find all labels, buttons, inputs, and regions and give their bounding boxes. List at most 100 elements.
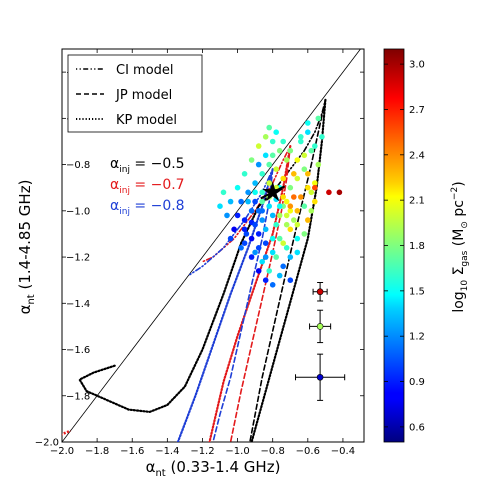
data-point bbox=[283, 245, 290, 251]
data-point bbox=[280, 263, 287, 270]
data-point bbox=[298, 138, 304, 145]
x-axis-ticks: −2.0 −1.8 −1.6 −1.4 −1.2 −1.0 −0.8 −0.6 −0.4 bbox=[50, 49, 355, 457]
x-tick-label: −0.6 bbox=[296, 446, 320, 457]
data-point bbox=[291, 171, 297, 177]
error-bar-point bbox=[316, 323, 324, 330]
data-point bbox=[315, 115, 322, 122]
y-tick-label: −1.8 bbox=[66, 391, 90, 402]
data-point bbox=[301, 203, 308, 209]
x-tick-label: −2.0 bbox=[50, 446, 74, 457]
data-point bbox=[273, 166, 280, 172]
colorbar-label: log10 Σgas (M⊙ pc−2) bbox=[450, 181, 470, 312]
data-point bbox=[259, 258, 266, 265]
x-tick-label: −1.8 bbox=[85, 446, 109, 457]
error-bar-point bbox=[316, 288, 324, 296]
model-track-kp-8 bbox=[176, 168, 274, 442]
colorbar-tick-label: 0.6 bbox=[409, 422, 425, 433]
data-point bbox=[259, 198, 266, 205]
data-point bbox=[308, 189, 315, 196]
legend: CI model JP model KP model bbox=[67, 54, 203, 133]
legend-entry-label: JP model bbox=[115, 88, 172, 103]
data-point bbox=[312, 143, 318, 149]
colorbar-tick-label: 0.9 bbox=[409, 377, 425, 388]
colorbar-tick-label: 3.0 bbox=[409, 60, 425, 71]
data-point bbox=[273, 221, 280, 228]
star-marker-stroke bbox=[260, 185, 286, 200]
data-point bbox=[287, 203, 294, 209]
data-point bbox=[262, 152, 269, 159]
data-point bbox=[315, 161, 322, 168]
data-point bbox=[269, 138, 276, 145]
model-track-jp-1 bbox=[249, 99, 327, 442]
legend-box bbox=[67, 54, 203, 133]
injection-label: αinj = −0.7 bbox=[110, 177, 185, 196]
model-track-loop-9 bbox=[78, 191, 274, 414]
y-axis-label: αnt (1.4-4.85 GHz) bbox=[16, 180, 37, 315]
data-point bbox=[287, 208, 294, 214]
data-point bbox=[280, 138, 287, 145]
data-point bbox=[241, 240, 248, 246]
model-track-jp-7 bbox=[212, 168, 274, 442]
data-point bbox=[259, 208, 266, 214]
data-point bbox=[287, 184, 294, 191]
data-point bbox=[276, 147, 283, 154]
error-bars bbox=[295, 281, 346, 401]
data-point bbox=[312, 180, 318, 186]
data-point bbox=[252, 189, 258, 196]
data-point bbox=[241, 171, 248, 177]
data-point bbox=[262, 134, 269, 140]
data-point bbox=[238, 198, 244, 205]
star-marker bbox=[260, 181, 286, 202]
data-point bbox=[262, 254, 269, 260]
colorbar-tick-label: 1.5 bbox=[409, 286, 425, 297]
data-point bbox=[259, 217, 266, 223]
data-point bbox=[252, 221, 258, 228]
legend-entry-label: KP model bbox=[116, 113, 177, 128]
data-point bbox=[312, 184, 318, 191]
data-point bbox=[255, 161, 262, 168]
data-point bbox=[262, 240, 269, 246]
data-point bbox=[301, 231, 308, 237]
model-track-ci-6 bbox=[187, 168, 274, 277]
x-tick-label: −0.4 bbox=[331, 446, 355, 457]
data-point bbox=[280, 240, 287, 246]
data-point bbox=[255, 143, 262, 149]
data-point bbox=[326, 189, 332, 196]
data-point bbox=[255, 268, 262, 274]
plot-content bbox=[62, 49, 361, 442]
x-tick-label: −1.4 bbox=[155, 446, 179, 457]
data-point bbox=[283, 198, 290, 205]
data-point bbox=[305, 217, 311, 223]
data-point bbox=[273, 129, 280, 135]
data-point bbox=[294, 221, 301, 228]
colorbar-tick-label: 2.4 bbox=[409, 150, 425, 161]
data-point bbox=[276, 272, 283, 279]
data-point bbox=[252, 198, 258, 205]
data-point bbox=[301, 152, 308, 159]
data-point bbox=[220, 189, 227, 196]
data-point bbox=[269, 235, 276, 242]
data-point bbox=[217, 203, 223, 209]
data-point bbox=[262, 277, 269, 284]
data-point bbox=[276, 212, 283, 219]
data-point bbox=[280, 175, 287, 182]
x-tick-label: −1.2 bbox=[190, 446, 214, 457]
data-point bbox=[238, 245, 244, 251]
colorbar: 0.6 0.9 1.2 1.5 1.8 2.1 2.4 2.7 3.0 log10 Σgas (… bbox=[383, 48, 470, 443]
y-tick-label: −2.0 bbox=[35, 438, 59, 449]
y-tick-label: −1.0 bbox=[66, 206, 90, 217]
data-point bbox=[312, 198, 318, 205]
data-point bbox=[227, 198, 234, 205]
data-point bbox=[269, 282, 276, 288]
data-point bbox=[255, 231, 262, 237]
data-point bbox=[294, 235, 301, 242]
data-point bbox=[252, 180, 258, 186]
x-tick-label: −0.8 bbox=[261, 446, 285, 457]
data-point bbox=[241, 226, 248, 233]
x-tick-label: −1.0 bbox=[225, 446, 249, 457]
data-point bbox=[248, 254, 255, 260]
colorbar-ticks: 0.6 0.9 1.2 1.5 1.8 2.1 2.4 2.7 3.0 bbox=[384, 60, 425, 433]
data-point bbox=[266, 161, 273, 168]
scatter-plot: −2.0 −1.8 −1.6 −1.4 −1.2 −1.0 −0.8 −0.6 −0.4 −2.… bbox=[16, 48, 365, 479]
data-point bbox=[259, 189, 266, 196]
